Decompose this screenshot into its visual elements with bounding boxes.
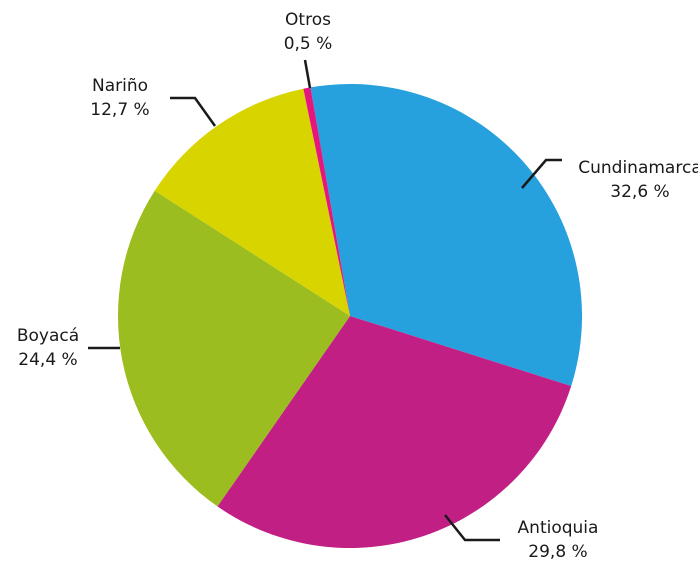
leader-line [170,96,217,127]
pie-slice [303,87,350,316]
pie-slice [117,190,350,507]
pie-slice [217,316,572,548]
slice-value-label: 29,8 % [528,542,587,562]
pie-slice [310,84,582,386]
slice-value-label: 24,4 % [18,350,77,370]
slice-label: Cundinamarca [578,158,698,178]
leader-line [303,59,312,89]
slice-label: Otros [285,10,331,30]
slice-value-label: 32,6 % [610,182,669,202]
slice-label: Antioquia [518,518,599,538]
slice-label: Boyacá [17,326,79,346]
slice-value-label: 0,5 % [284,34,333,54]
pie-slice [154,88,350,316]
slice-label: Nariño [92,76,148,96]
slice-value-label: 12,7 % [90,100,149,120]
leader-line [521,158,562,189]
leader-line [444,514,500,542]
